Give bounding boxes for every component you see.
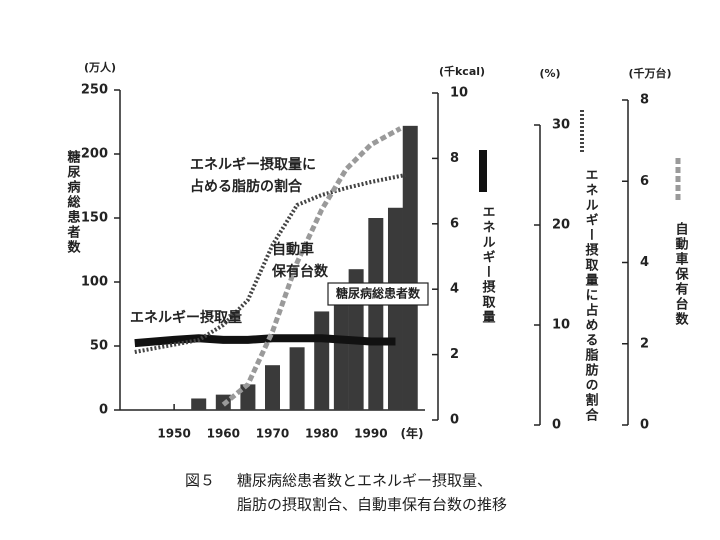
y-tick-label: 2 — [640, 336, 649, 351]
x-tick-label: 1950 — [157, 427, 190, 441]
bar — [289, 347, 305, 410]
y-tick-label: 0 — [552, 418, 561, 433]
caption-label: 図５ — [185, 472, 215, 490]
y-tick-label: 10 — [450, 86, 468, 101]
x-tick-label: 1980 — [305, 427, 338, 441]
y-tick-label: 8 — [640, 93, 649, 108]
annotation-box — [327, 282, 429, 306]
line — [134, 334, 396, 348]
annotation: 保有台数 — [271, 263, 329, 280]
annotation: エネルギー摂取量に — [190, 156, 316, 173]
x-tick-label: 1990 — [354, 427, 387, 441]
axis-unit: (万人) — [84, 60, 116, 74]
y-tick-label: 50 — [90, 339, 108, 354]
y-tick-label: 20 — [552, 218, 570, 233]
y-tick-label: 4 — [640, 255, 649, 270]
bar — [387, 207, 403, 410]
bar — [314, 311, 330, 410]
annotation: エネルギー摂取量 — [130, 309, 242, 326]
x-tick-label: 1970 — [256, 427, 289, 441]
y-tick-label: 6 — [450, 216, 459, 231]
x-tick-label: 1960 — [207, 427, 240, 441]
y-tick-label: 100 — [81, 275, 108, 290]
y-tick-label: 150 — [81, 211, 108, 226]
bar — [191, 398, 207, 410]
line — [221, 126, 402, 407]
bar — [402, 125, 418, 410]
bar — [368, 218, 384, 410]
bar — [333, 297, 349, 410]
axis-unit: (%) — [539, 67, 560, 80]
y-tick-label: 6 — [640, 174, 649, 189]
bar — [240, 384, 256, 410]
axis-unit: (千万台) — [628, 66, 671, 80]
series-title: 糖尿病総患者数 — [65, 149, 82, 255]
y-tick-label: 4 — [450, 282, 459, 297]
caption: 糖尿病総患者数とエネルギー摂取量、 — [237, 472, 492, 490]
y-tick-label: 200 — [81, 147, 108, 162]
y-tick-label: 10 — [552, 318, 570, 333]
caption: 脂肪の摂取割合、自動車保有台数の推移 — [237, 496, 507, 514]
y-tick-label: 0 — [450, 413, 459, 428]
y-tick-label: 0 — [99, 403, 108, 418]
series-title: 自動車保有台数 — [673, 221, 690, 327]
y-tick-label: 30 — [552, 118, 570, 133]
series-title: エネルギー摂取量 — [480, 205, 496, 325]
series-title: エネルギー摂取量に占める脂肪の割合 — [583, 168, 600, 423]
y-tick-label: 0 — [640, 418, 649, 433]
y-tick-label: 8 — [450, 151, 459, 166]
axis-unit: (千kcal) — [439, 64, 485, 78]
bar — [265, 365, 280, 410]
annotation: 占める脂肪の割合 — [190, 178, 303, 195]
y-tick-label: 250 — [81, 83, 108, 98]
annotation: 糖尿病総患者数 — [336, 286, 421, 301]
annotation: 自動車 — [272, 241, 314, 258]
x-unit: (年) — [401, 426, 424, 441]
line — [134, 173, 406, 354]
y-tick-label: 2 — [450, 347, 459, 362]
